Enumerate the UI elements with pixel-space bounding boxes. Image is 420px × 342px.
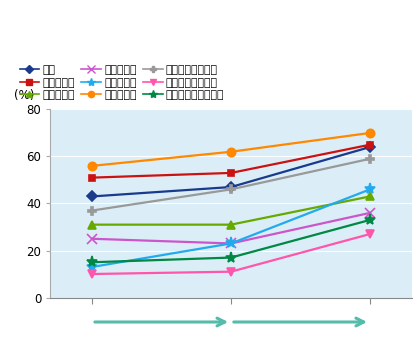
Legend: せき, のどの痛み, 肌のかゆみ, 目のかゆみ, 手足の冷え, 気管支喘息, アトピー性皮膚炎, アレルギー性鼻炎, アレルギー性結膜炎: せき, のどの痛み, 肌のかゆみ, 目のかゆみ, 手足の冷え, 気管支喘息, ア… xyxy=(20,65,224,100)
Text: (%): (%) xyxy=(14,89,35,102)
